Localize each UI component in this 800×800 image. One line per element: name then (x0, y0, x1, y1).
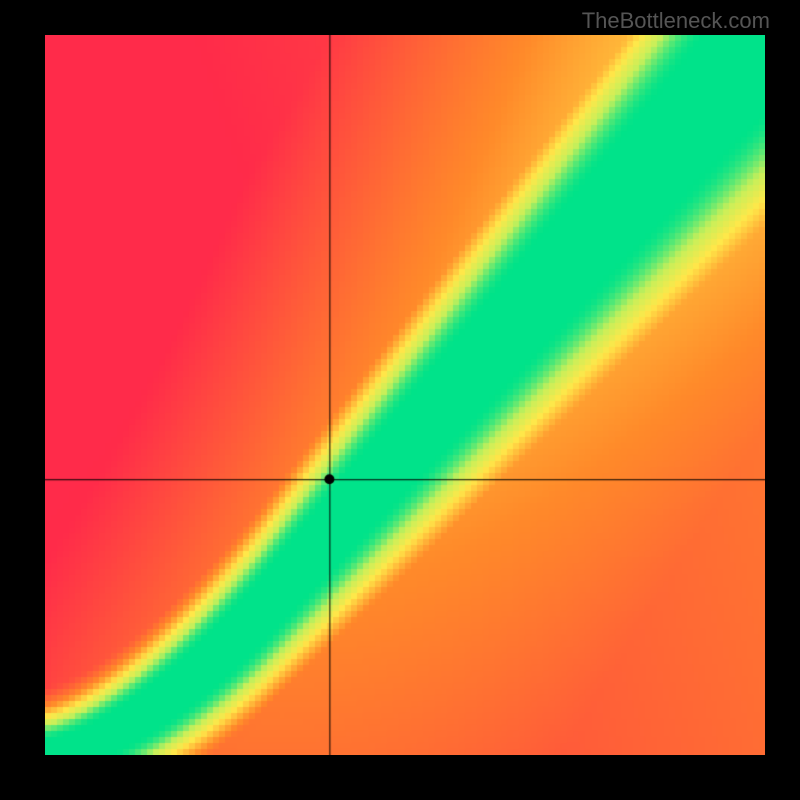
chart-container: TheBottleneck.com (0, 0, 800, 800)
plot-area (45, 35, 765, 755)
heatmap-canvas (45, 35, 765, 755)
watermark-text: TheBottleneck.com (582, 8, 770, 34)
